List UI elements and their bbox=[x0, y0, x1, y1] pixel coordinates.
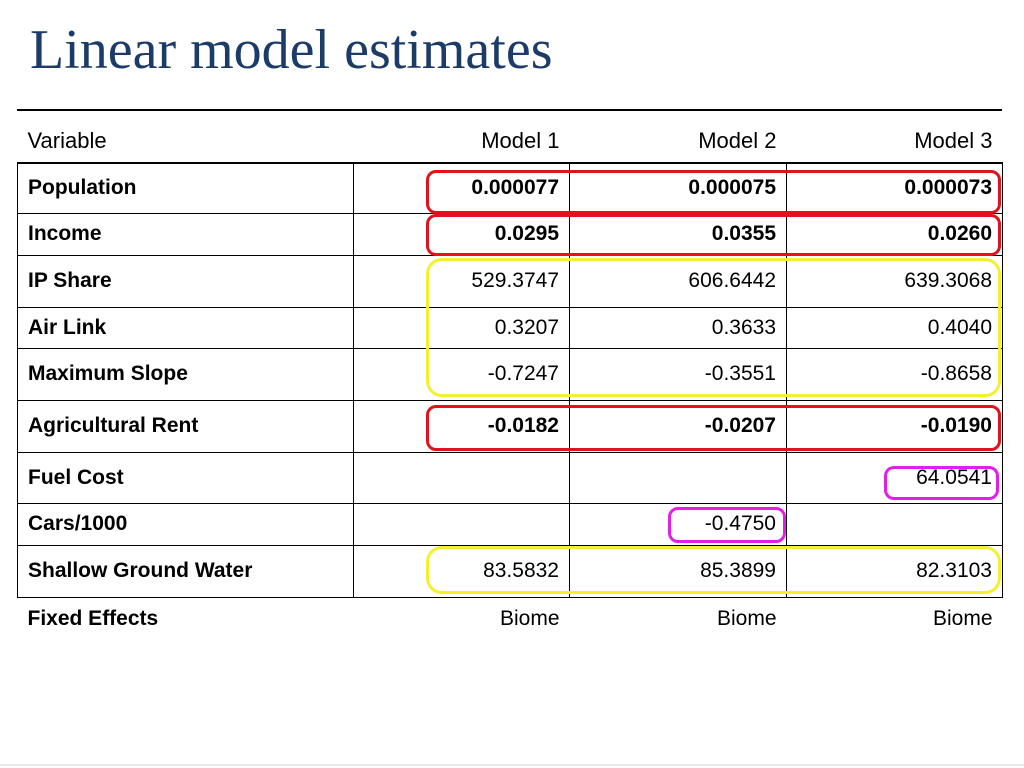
table-row-income: Income 0.0295 0.0355 0.0260 bbox=[17, 212, 1003, 256]
variable-label: Agricultural Rent bbox=[17, 399, 354, 453]
estimate-cell bbox=[569, 451, 787, 504]
estimate-cell: -0.0190 bbox=[786, 399, 1003, 453]
estimate-cell: 64.0541 bbox=[786, 451, 1003, 504]
estimate-cell bbox=[353, 502, 570, 546]
estimate-cell: 0.4040 bbox=[786, 306, 1003, 349]
slide-title: Linear model estimates bbox=[30, 19, 553, 81]
estimate-cell: 82.3103 bbox=[786, 544, 1003, 598]
fixed-effect-cell: Biome bbox=[716, 606, 777, 630]
variable-label: Fixed Effects bbox=[27, 606, 159, 630]
estimate-cell: 639.3068 bbox=[786, 254, 1003, 308]
variable-label: Cars/1000 bbox=[17, 502, 354, 546]
estimate-cell: 83.5832 bbox=[353, 544, 570, 598]
estimate-cell: -0.0182 bbox=[353, 399, 570, 453]
estimate-cell: -0.7247 bbox=[353, 347, 570, 401]
table-row-agricultural-rent: Agricultural Rent -0.0182 -0.0207 -0.019… bbox=[17, 399, 1003, 453]
estimate-cell: 0.0355 bbox=[569, 212, 787, 256]
table-row-cars-per-1000: Cars/1000 -0.4750 bbox=[17, 502, 1003, 546]
header-variable: Variable bbox=[17, 120, 354, 164]
table-row-air-link: Air Link 0.3207 0.3633 0.4040 bbox=[17, 306, 1003, 349]
table-row-maximum-slope: Maximum Slope -0.7247 -0.3551 -0.8658 bbox=[17, 347, 1003, 401]
estimate-cell: 0.000075 bbox=[569, 162, 787, 214]
estimates-table: Variable Model 1 Model 2 Model 3 Populat… bbox=[17, 120, 1003, 640]
estimate-cell: -0.8658 bbox=[786, 347, 1003, 401]
variable-label: Fuel Cost bbox=[17, 451, 354, 504]
variable-label: Population bbox=[17, 162, 354, 214]
variable-label: Shallow Ground Water bbox=[17, 544, 354, 598]
title-divider bbox=[17, 109, 1002, 111]
table-row-shallow-ground-water: Shallow Ground Water 83.5832 85.3899 82.… bbox=[17, 544, 1003, 598]
table-row-ip-share: IP Share 529.3747 606.6442 639.3068 bbox=[17, 254, 1003, 308]
estimate-cell: 606.6442 bbox=[569, 254, 787, 308]
estimate-cell: 85.3899 bbox=[569, 544, 787, 598]
table-row-fixed-effects: Fixed Effects Biome Biome Biome bbox=[18, 597, 1003, 640]
estimate-cell: -0.3551 bbox=[569, 347, 787, 401]
estimate-cell: 0.000073 bbox=[786, 162, 1003, 214]
header-model-3: Model 3 bbox=[786, 120, 1003, 164]
estimate-cell: 0.3633 bbox=[569, 306, 787, 349]
variable-label: Air Link bbox=[17, 306, 354, 349]
estimate-cell: -0.4750 bbox=[569, 502, 787, 546]
estimate-cell: 0.0295 bbox=[353, 212, 570, 256]
estimate-cell: 0.3207 bbox=[353, 306, 570, 349]
header-model-1: Model 1 bbox=[353, 120, 570, 164]
estimate-cell: 0.0260 bbox=[786, 212, 1003, 256]
table-row-population: Population 0.000077 0.000075 0.000073 bbox=[17, 162, 1003, 214]
header-model-2: Model 2 bbox=[569, 120, 787, 164]
estimate-cell: 529.3747 bbox=[353, 254, 570, 308]
variable-label: Income bbox=[17, 212, 354, 256]
estimate-cell: 0.000077 bbox=[353, 162, 570, 214]
variable-label: IP Share bbox=[17, 254, 354, 308]
header-row: Variable Model 1 Model 2 Model 3 bbox=[17, 120, 1003, 164]
table-row-fuel-cost: Fuel Cost 64.0541 bbox=[17, 451, 1003, 504]
variable-label: Maximum Slope bbox=[17, 347, 354, 401]
estimate-cell bbox=[353, 451, 570, 504]
estimate-cell: -0.0207 bbox=[569, 399, 787, 453]
fixed-effect-cell: Biome bbox=[932, 606, 993, 630]
estimate-cell bbox=[786, 502, 1003, 546]
fixed-effect-cell: Biome bbox=[499, 606, 560, 630]
slide-bottom-divider bbox=[0, 764, 1024, 766]
